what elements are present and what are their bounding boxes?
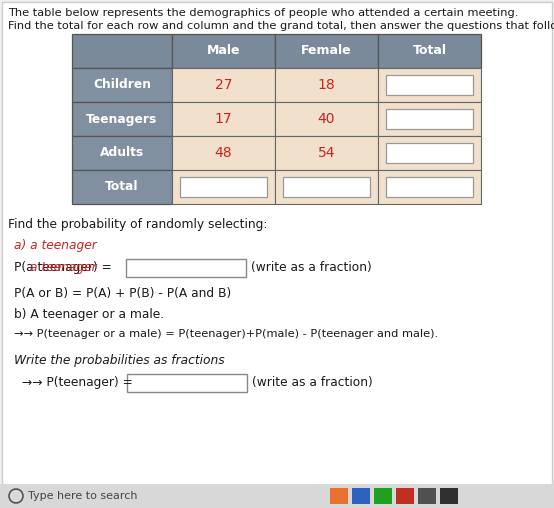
FancyBboxPatch shape	[396, 488, 414, 504]
Text: →→ P(teenager) =: →→ P(teenager) =	[22, 376, 133, 389]
FancyBboxPatch shape	[378, 170, 481, 204]
Text: The table below represents the demographics of people who attended a certain mee: The table below represents the demograph…	[8, 8, 519, 18]
FancyBboxPatch shape	[283, 177, 370, 197]
FancyBboxPatch shape	[126, 259, 246, 277]
FancyBboxPatch shape	[72, 34, 172, 68]
FancyBboxPatch shape	[275, 136, 378, 170]
Text: →→ P(teenager or a male) = P(teenager)+P(male) - P(teenager and male).: →→ P(teenager or a male) = P(teenager)+P…	[14, 329, 438, 339]
Text: Female: Female	[301, 45, 352, 57]
Text: Find the probability of randomly selecting:: Find the probability of randomly selecti…	[8, 218, 268, 231]
FancyBboxPatch shape	[72, 102, 172, 136]
FancyBboxPatch shape	[172, 170, 275, 204]
FancyBboxPatch shape	[386, 109, 473, 129]
Text: 17: 17	[215, 112, 232, 126]
FancyBboxPatch shape	[378, 102, 481, 136]
Text: Teenagers: Teenagers	[86, 112, 158, 125]
FancyBboxPatch shape	[386, 75, 473, 95]
Text: Write the probabilities as fractions: Write the probabilities as fractions	[14, 354, 224, 367]
FancyBboxPatch shape	[440, 488, 458, 504]
Text: (write as a fraction): (write as a fraction)	[251, 261, 372, 274]
FancyBboxPatch shape	[172, 34, 275, 68]
Text: Find the total for each row and column and the grand total, then answer the ques: Find the total for each row and column a…	[8, 21, 554, 31]
Text: 48: 48	[215, 146, 232, 160]
FancyBboxPatch shape	[330, 488, 348, 504]
FancyBboxPatch shape	[72, 68, 172, 102]
FancyBboxPatch shape	[275, 68, 378, 102]
FancyBboxPatch shape	[275, 102, 378, 136]
Text: Male: Male	[207, 45, 240, 57]
FancyBboxPatch shape	[386, 143, 473, 163]
FancyBboxPatch shape	[352, 488, 370, 504]
Text: 18: 18	[317, 78, 335, 92]
Text: Total: Total	[105, 180, 138, 194]
Text: (write as a fraction): (write as a fraction)	[252, 376, 373, 389]
Text: b) A teenager or a male.: b) A teenager or a male.	[14, 308, 164, 321]
FancyBboxPatch shape	[378, 68, 481, 102]
FancyBboxPatch shape	[378, 136, 481, 170]
Text: Total: Total	[413, 45, 447, 57]
FancyBboxPatch shape	[275, 170, 378, 204]
FancyBboxPatch shape	[378, 34, 481, 68]
FancyBboxPatch shape	[72, 136, 172, 170]
Text: a) a teenager: a) a teenager	[14, 239, 97, 252]
FancyBboxPatch shape	[180, 177, 267, 197]
Text: 27: 27	[215, 78, 232, 92]
FancyBboxPatch shape	[386, 177, 473, 197]
Text: Children: Children	[93, 79, 151, 91]
Text: Adults: Adults	[100, 146, 144, 160]
Text: 40: 40	[318, 112, 335, 126]
FancyBboxPatch shape	[172, 102, 275, 136]
FancyBboxPatch shape	[172, 68, 275, 102]
Text: 54: 54	[318, 146, 335, 160]
Text: a teenager: a teenager	[30, 261, 96, 274]
Text: Type here to search: Type here to search	[28, 491, 137, 501]
FancyBboxPatch shape	[72, 170, 172, 204]
FancyBboxPatch shape	[0, 484, 554, 508]
Text: P(a teenager) =: P(a teenager) =	[14, 261, 112, 274]
FancyBboxPatch shape	[418, 488, 436, 504]
FancyBboxPatch shape	[172, 136, 275, 170]
Text: P(A or B) = P(A) + P(B) - P(A and B): P(A or B) = P(A) + P(B) - P(A and B)	[14, 287, 231, 300]
FancyBboxPatch shape	[127, 374, 247, 392]
FancyBboxPatch shape	[275, 34, 378, 68]
FancyBboxPatch shape	[374, 488, 392, 504]
